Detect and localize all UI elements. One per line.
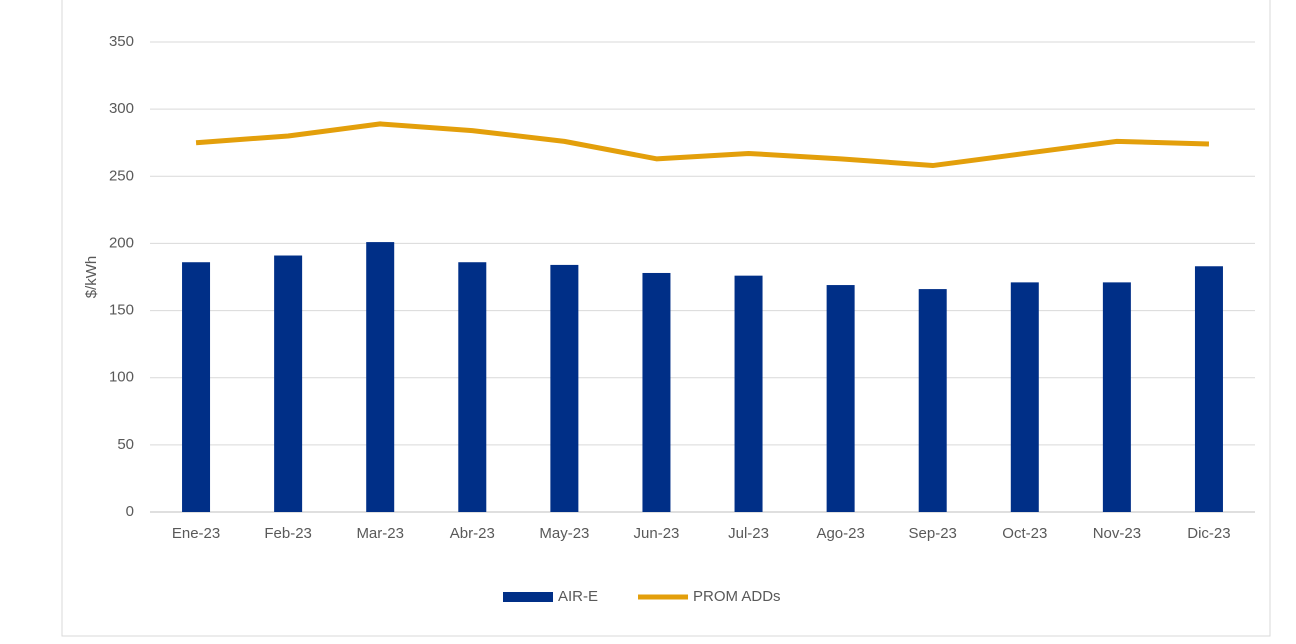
y-tick-label: 150 <box>109 302 134 319</box>
x-tick-label: Feb-23 <box>264 525 312 542</box>
bar <box>182 262 211 512</box>
legend-label: AIR-E <box>558 588 598 605</box>
x-tick-label: Abr-23 <box>450 525 495 542</box>
line <box>195 121 1210 169</box>
x-tick-label: Mar-23 <box>356 525 404 542</box>
bar <box>458 262 487 512</box>
bar <box>366 242 395 513</box>
chart-frame <box>61 0 1271 637</box>
y-tick-label: 100 <box>109 369 134 386</box>
y-tick-label: 0 <box>126 503 134 520</box>
y-tick-label: 50 <box>117 436 134 453</box>
bar <box>918 289 947 512</box>
bar <box>1102 282 1131 512</box>
y-tick-label: 250 <box>109 167 134 184</box>
x-tick-label: Oct-23 <box>1002 525 1047 542</box>
x-tick-label: Ago-23 <box>816 525 864 542</box>
bar <box>274 255 303 512</box>
x-tick-label: Ene-23 <box>172 525 220 542</box>
legend-label: PROM ADDs <box>693 588 781 605</box>
y-tick-label: 350 <box>109 33 134 50</box>
y-axis-label: $/kWh <box>83 256 100 299</box>
x-tick-label: Dic-23 <box>1187 525 1230 542</box>
x-tick-label: May-23 <box>539 525 589 542</box>
bar <box>1194 266 1223 512</box>
bar <box>550 264 579 512</box>
bar <box>734 275 763 512</box>
bar <box>642 272 671 512</box>
x-tick-label: Jul-23 <box>728 525 769 542</box>
x-tick-label: Nov-23 <box>1093 525 1141 542</box>
bar <box>1010 282 1039 512</box>
x-tick-label: Sep-23 <box>909 525 957 542</box>
x-tick-label: Jun-23 <box>634 525 680 542</box>
y-tick-label: 300 <box>109 100 134 117</box>
y-tick-label: 200 <box>109 234 134 251</box>
legend-swatch <box>503 592 553 602</box>
bar <box>826 285 855 512</box>
